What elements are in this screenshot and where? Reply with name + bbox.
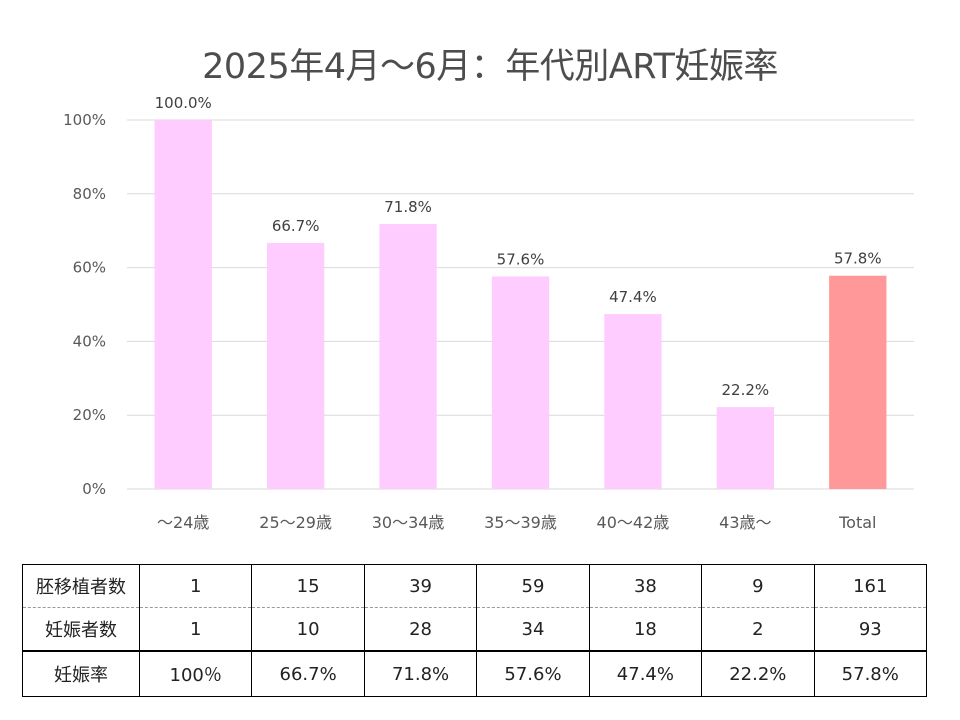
y-axis-ticks: 0% 20% 40% 60% 80% 100% bbox=[63, 111, 106, 498]
data-label: 22.2% bbox=[722, 381, 770, 399]
row-header: 胚移植者数 bbox=[22, 564, 140, 608]
chart-title: 2025年4月～6月：年代別ART妊娠率 bbox=[202, 47, 778, 87]
table-cell: 9 bbox=[701, 564, 815, 608]
data-label: 47.4% bbox=[609, 288, 657, 306]
table-cell: 22.2% bbox=[701, 650, 815, 697]
row-header: 妊娠者数 bbox=[22, 607, 140, 651]
data-label: 100.0% bbox=[155, 94, 212, 112]
bar bbox=[716, 407, 775, 489]
table-cell: 18 bbox=[588, 607, 703, 651]
table-cell: 38 bbox=[588, 564, 703, 608]
x-tick-label: 40～42歳 bbox=[597, 513, 670, 532]
y-tick-label: 80% bbox=[73, 185, 106, 203]
x-tick-label: Total bbox=[838, 513, 876, 532]
table-cell: 57.6% bbox=[476, 650, 590, 697]
data-label: 71.8% bbox=[384, 198, 432, 216]
bar bbox=[829, 275, 887, 489]
table-cell: 28 bbox=[363, 607, 478, 651]
y-tick-label: 40% bbox=[73, 332, 106, 350]
bar bbox=[604, 314, 662, 489]
bar bbox=[266, 242, 325, 489]
table-row: 胚移植者数 1 15 39 59 38 9 161 bbox=[22, 564, 928, 608]
table-row: 妊娠率 100％ 66.7% 71.8% 57.6% 47.4% 22.2% 57.8% bbox=[22, 650, 928, 697]
table-cell: 66.7% bbox=[251, 650, 365, 697]
table-cell: 1 bbox=[138, 607, 253, 651]
table-cell: 15 bbox=[251, 564, 365, 608]
x-axis-ticks: ～24歳 25～29歳 30～34歳 35～39歳 40～42歳 43歳～ Total bbox=[157, 513, 876, 532]
data-label: 66.7% bbox=[272, 217, 320, 235]
x-tick-label: 30～34歳 bbox=[372, 513, 445, 532]
table-cell: 1 bbox=[138, 564, 253, 608]
bar bbox=[154, 120, 212, 489]
x-tick-label: 43歳～ bbox=[719, 513, 771, 532]
data-labels: 100.0% 66.7% 71.8% 57.6% 47.4% 22.2% 57.8% bbox=[155, 94, 882, 399]
table-cell: 100％ bbox=[138, 650, 253, 697]
x-tick-label: 25～29歳 bbox=[259, 513, 332, 532]
data-label: 57.6% bbox=[497, 250, 545, 268]
y-tick-label: 60% bbox=[73, 259, 106, 277]
table-cell: 57.8% bbox=[813, 650, 928, 697]
y-tick-label: 20% bbox=[73, 406, 106, 424]
bar bbox=[491, 276, 550, 489]
bar-chart: 0% 20% 40% 60% 80% 100% 100.0% 66.7% 71.8% 57.6%… bbox=[63, 94, 914, 532]
data-table: 胚移植者数 1 15 39 59 38 9 161 妊娠者数 1 10 28 34 18 2 93 妊娠率 100… bbox=[22, 564, 928, 697]
bar bbox=[379, 224, 437, 490]
row-header: 妊娠率 bbox=[22, 650, 140, 697]
x-tick-label: ～24歳 bbox=[157, 513, 209, 532]
x-tick-label: 35～39歳 bbox=[484, 513, 557, 532]
table-cell: 34 bbox=[476, 607, 590, 651]
bars bbox=[154, 120, 887, 490]
table-cell: 161 bbox=[813, 564, 928, 608]
table-cell: 71.8% bbox=[363, 650, 478, 697]
table-cell: 59 bbox=[476, 564, 590, 608]
table-cell: 39 bbox=[363, 564, 478, 608]
table-cell: 93 bbox=[813, 607, 928, 651]
data-label: 57.8% bbox=[834, 250, 882, 268]
table-cell: 2 bbox=[701, 607, 815, 651]
table-cell: 47.4% bbox=[588, 650, 703, 697]
table-row: 妊娠者数 1 10 28 34 18 2 93 bbox=[22, 607, 928, 651]
table-cell: 10 bbox=[251, 607, 365, 651]
y-tick-label: 0% bbox=[82, 480, 106, 498]
y-tick-label: 100% bbox=[63, 111, 106, 129]
